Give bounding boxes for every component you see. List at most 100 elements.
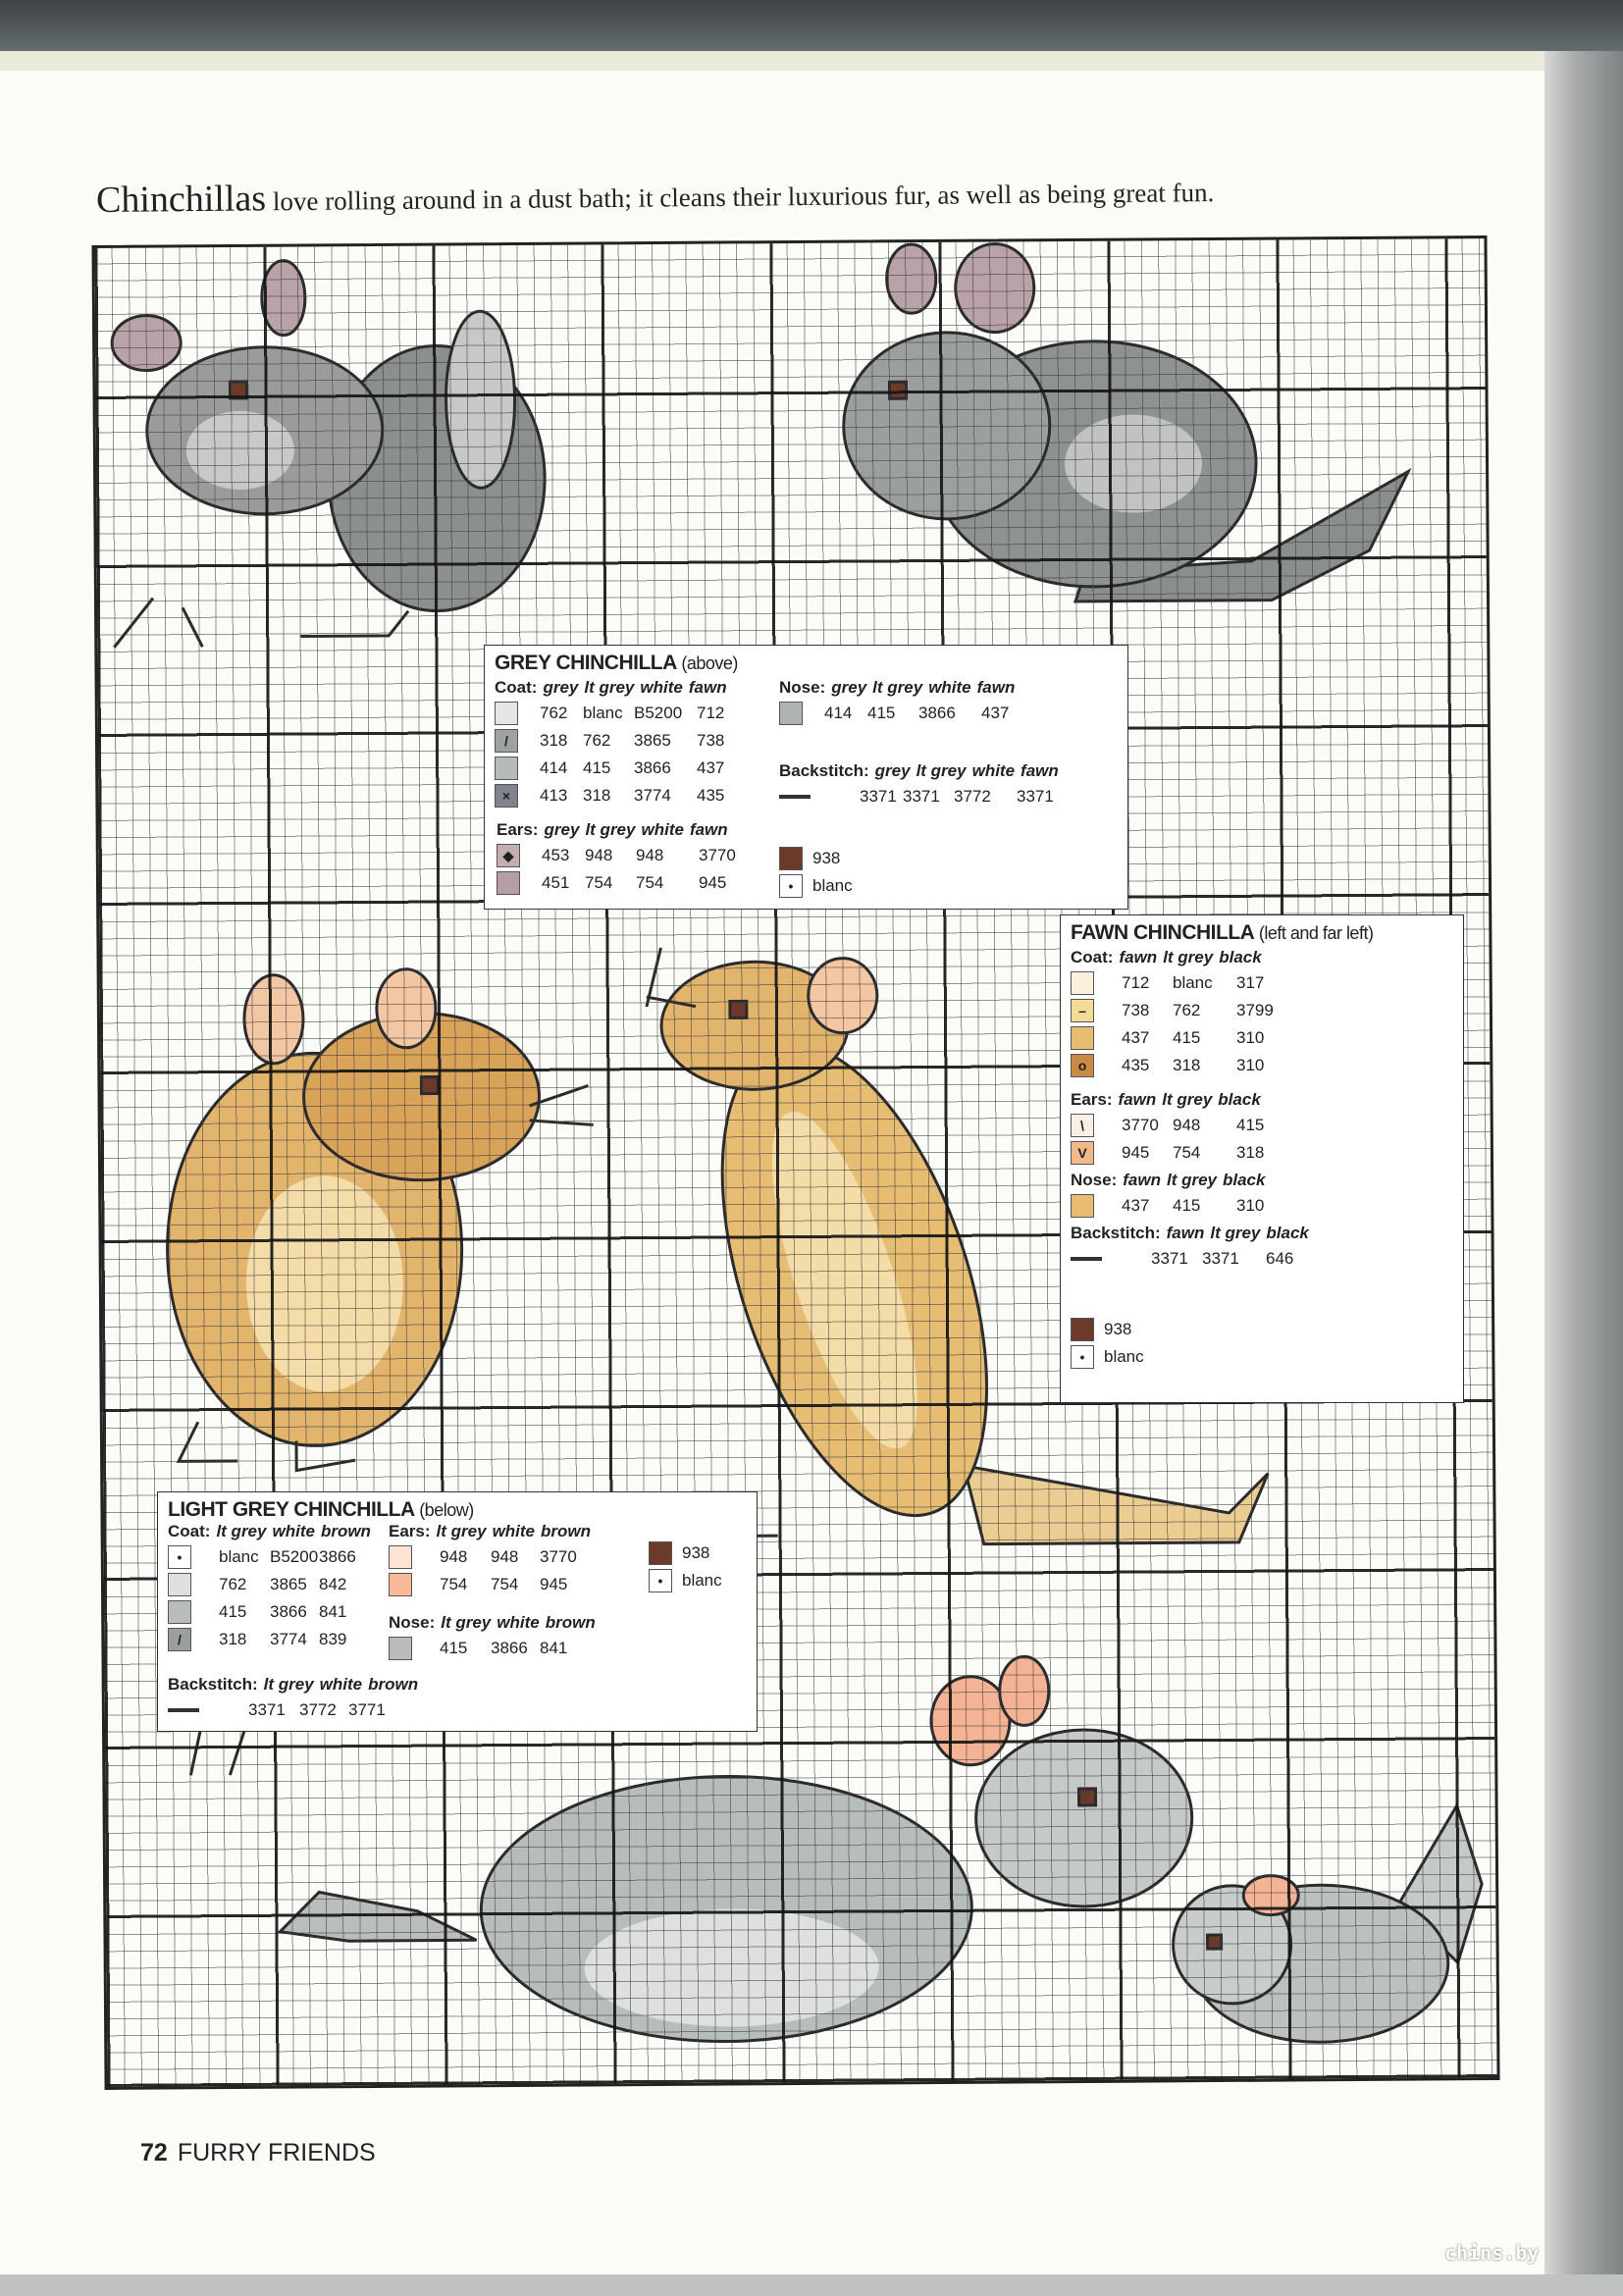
backstitch-line-icon (1071, 1257, 1102, 1261)
floss-number: 754 (1173, 1143, 1201, 1162)
column-header: brown (320, 1522, 371, 1540)
key-section-header: Nose: fawn lt grey black (1071, 1171, 1295, 1190)
floss-number: B5200 (634, 704, 683, 722)
key-section-header: Backstitch: lt grey white brown (168, 1675, 418, 1695)
column-header: lt grey (441, 1613, 492, 1632)
floss-number: 3866 (634, 758, 671, 777)
key-section-header: Coat: grey lt grey white fawn (495, 678, 744, 698)
key-section-header: Nose: lt grey white brown (389, 1613, 596, 1633)
floss-number: 738 (697, 731, 725, 750)
section-label: Ears: (497, 820, 539, 839)
key-extras: 938 • blanc (1071, 1316, 1144, 1371)
floss-number: 317 (1236, 973, 1265, 992)
column-header: white (319, 1675, 363, 1694)
backstitch-line-icon (168, 1708, 199, 1712)
key-section-nose: Nose: lt grey white brown 415 3866 841 (389, 1613, 596, 1662)
floss-number: 754 (636, 873, 664, 892)
book-spine-edge (1544, 51, 1623, 2296)
column-header: lt grey (916, 761, 967, 780)
floss-number: 414 (824, 704, 853, 722)
column-header: fawn (1166, 1224, 1205, 1242)
key-section-nose: Nose: grey lt grey white fawn 414 415 3866 437 (779, 678, 1028, 727)
key-extras: 938 • blanc (779, 845, 853, 900)
key-section-header: Backstitch: fawn lt grey black (1071, 1224, 1325, 1243)
fawn-chinchilla-left (166, 967, 594, 1473)
key-row: V 945 754 318 (1071, 1139, 1295, 1167)
key-title: LIGHT GREY CHINCHILLA (below) (168, 1498, 474, 1522)
floss-number: 3866 (319, 1547, 356, 1566)
column-header: lt grey (436, 1522, 487, 1540)
color-swatch (779, 847, 803, 870)
column-header: lt grey (1210, 1224, 1261, 1242)
page-number: 72 (140, 2139, 168, 2166)
column-header: brown (368, 1675, 419, 1694)
key-title-text: FAWN CHINCHILLA (1071, 921, 1254, 944)
floss-number: 310 (1236, 1028, 1265, 1047)
floss-number: 415 (583, 758, 611, 777)
key-row: 948 948 3770 (389, 1543, 591, 1571)
key-row: ◆ 453 948 948 3770 (497, 842, 746, 869)
floss-number: blanc (1104, 1347, 1144, 1366)
floss-number: 3371 (1017, 787, 1054, 806)
key-row: 437 415 310 (1071, 1192, 1295, 1220)
extra-row: 938 (779, 845, 853, 872)
key-section-backstitch: Backstitch: grey lt grey white fawn 3371 3371 3… (779, 761, 1064, 810)
page-top-edge (0, 51, 1560, 71)
key-title-text: GREY CHINCHILLA (495, 652, 677, 674)
floss-number: 3774 (634, 786, 671, 805)
key-row: × 413 318 3774 435 (495, 782, 744, 809)
key-subtitle: (below) (419, 1500, 474, 1520)
column-header: lt grey (872, 678, 923, 697)
column-header: fawn (689, 820, 728, 839)
floss-number: 3865 (634, 731, 671, 750)
floss-number: 435 (1122, 1056, 1150, 1074)
floss-number: 453 (542, 846, 570, 864)
grey-chinchilla-key: GREY CHINCHILLA (above) Coat: grey lt grey w… (484, 645, 1128, 910)
floss-number: 3770 (540, 1547, 577, 1566)
floss-number: 3866 (491, 1639, 528, 1657)
key-row: 415 3866 841 (168, 1598, 371, 1626)
color-swatch (649, 1541, 672, 1565)
color-swatch (779, 702, 803, 725)
key-subtitle: (left and far left) (1258, 923, 1374, 943)
floss-number: 415 (219, 1602, 247, 1621)
column-header: grey (543, 678, 579, 697)
column-header: white (971, 761, 1016, 780)
color-swatch (497, 871, 520, 895)
key-extras: 938 • blanc (649, 1539, 722, 1594)
section-label: Nose: (389, 1613, 436, 1632)
section-label: Backstitch: (779, 761, 869, 780)
color-swatch: / (495, 729, 518, 753)
floss-number: 842 (319, 1575, 347, 1593)
key-row: 762 3865 842 (168, 1571, 371, 1598)
key-title-text: LIGHT GREY CHINCHILLA (168, 1498, 414, 1521)
column-header: black (1219, 948, 1262, 966)
floss-number: blanc (812, 876, 853, 895)
key-section-header: Nose: grey lt grey white fawn (779, 678, 1028, 698)
color-swatch: • (779, 874, 803, 898)
key-section-ears: Ears: grey lt grey white fawn ◆ 453 948 948 3770 4… (497, 820, 746, 897)
floss-number: 754 (491, 1575, 519, 1593)
key-section-backstitch: Backstitch: lt grey white brown 3371 3772 3771 (168, 1675, 418, 1724)
color-swatch: • (168, 1545, 191, 1569)
small-light-grey-chinchilla (1172, 1801, 1484, 2044)
key-row: 754 754 945 (389, 1571, 591, 1598)
floss-number: 437 (1122, 1028, 1150, 1047)
floss-number: 948 (491, 1547, 519, 1566)
floss-number: 762 (540, 704, 568, 722)
floss-number: 762 (583, 731, 611, 750)
column-header: white (641, 820, 684, 839)
column-header: lt grey (263, 1675, 314, 1694)
color-swatch (1071, 971, 1094, 995)
floss-number: 415 (1173, 1196, 1201, 1215)
section-label: Nose: (1071, 1171, 1118, 1189)
backstitch-row: 3371 3772 3771 (168, 1696, 418, 1724)
floss-number: 415 (440, 1639, 468, 1657)
color-swatch (168, 1600, 191, 1624)
key-row: 437 415 310 (1071, 1024, 1295, 1052)
floss-number: 435 (697, 786, 725, 805)
key-row: / 318 3774 839 (168, 1626, 371, 1653)
floss-number: 415 (867, 704, 896, 722)
column-header: lt grey (1163, 948, 1214, 966)
backstitch-row: 3371 3371 646 (1071, 1245, 1325, 1273)
